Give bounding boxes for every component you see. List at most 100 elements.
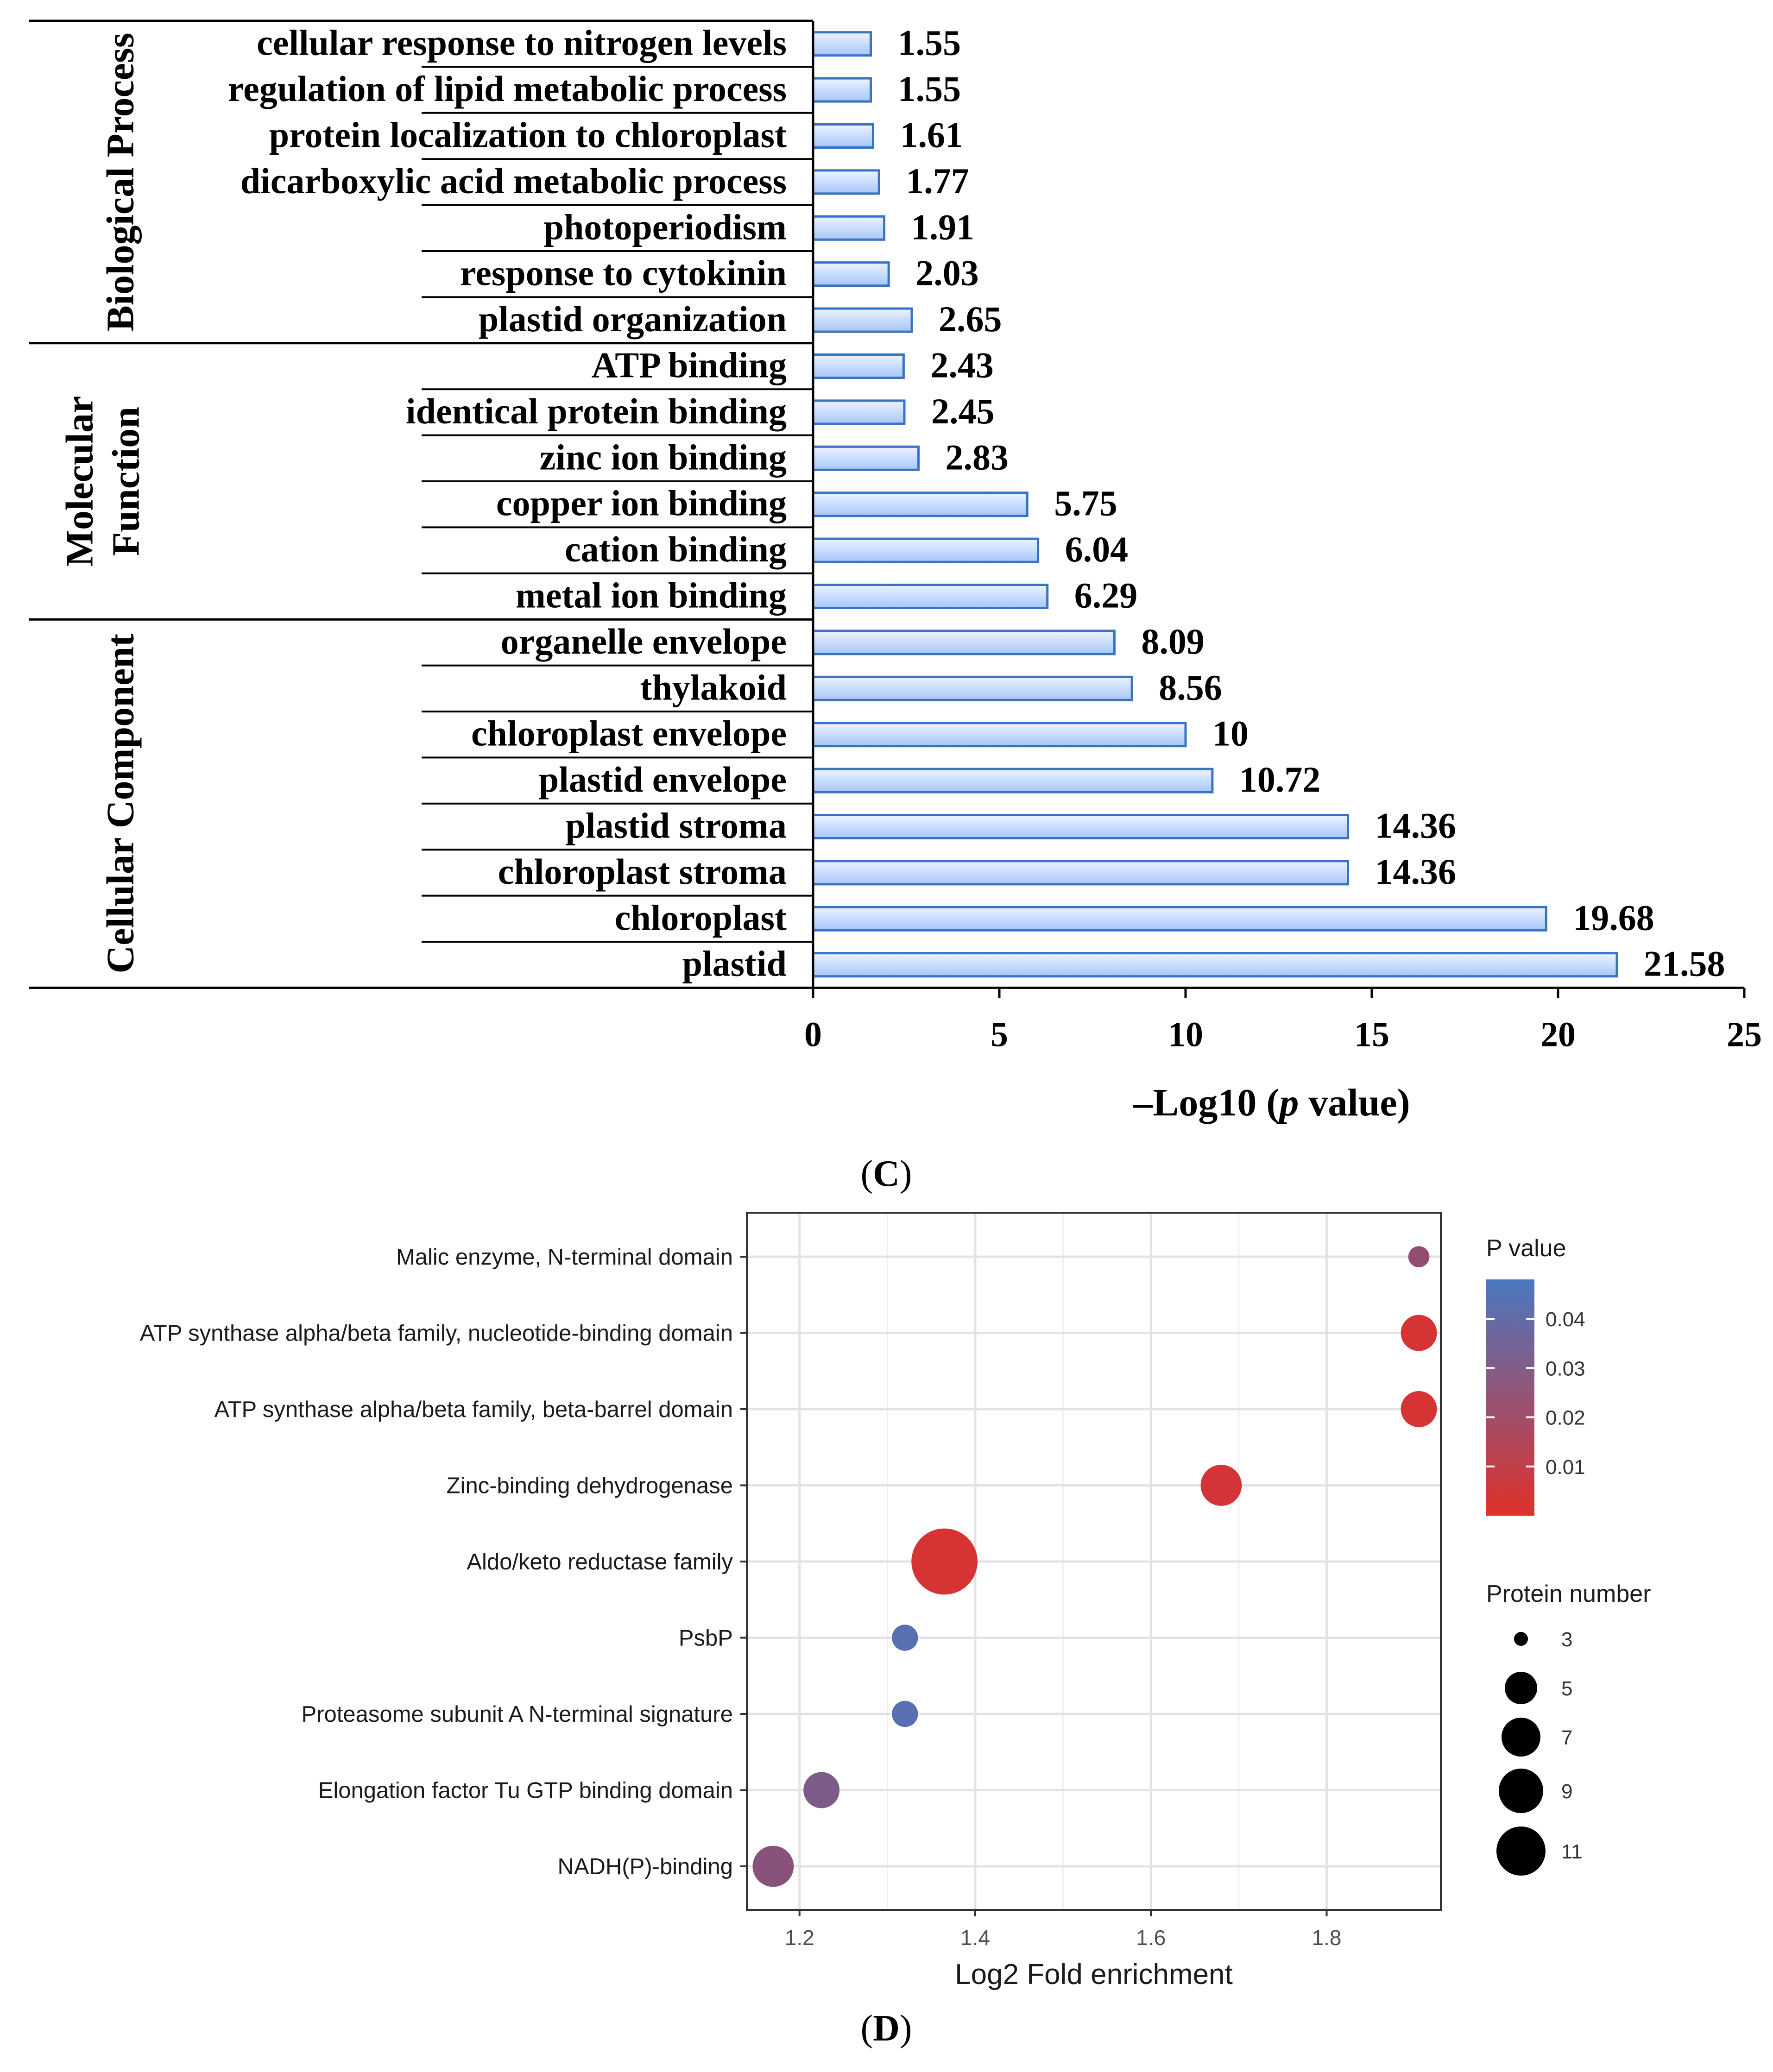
category-label: ATP synthase alpha/beta family, nucleoti…	[140, 1321, 733, 1346]
group-label: Cellular Component	[99, 634, 142, 974]
bar	[812, 491, 1028, 517]
bar	[812, 307, 913, 333]
value-label: 2.45	[931, 391, 995, 431]
panel-label: (D)	[860, 2008, 912, 2049]
bar	[812, 445, 920, 471]
x-tick-label: 10	[1168, 1015, 1203, 1054]
x-axis-title: –Log10 (p value)	[1133, 1081, 1410, 1124]
category-label: zinc ion binding	[540, 437, 787, 477]
bar	[812, 77, 872, 103]
value-label: 14.36	[1375, 851, 1457, 892]
size-legend-dot	[1496, 1826, 1546, 1876]
group-label: Biological Process	[99, 33, 142, 332]
value-label: 2.43	[930, 345, 994, 385]
category-label: regulation of lipid metabolic process	[228, 69, 787, 109]
value-label: 2.03	[915, 253, 978, 293]
bubble	[752, 1845, 794, 1887]
panel-label-letter: D	[873, 2008, 900, 2049]
category-label: PsbP	[679, 1626, 733, 1651]
bar	[812, 722, 1187, 748]
category-label: identical protein binding	[406, 391, 787, 431]
value-label: 1.91	[911, 207, 975, 247]
size-legend-label: 11	[1561, 1840, 1583, 1863]
panel-label-part: (	[860, 1153, 873, 1194]
value-label: 8.56	[1159, 667, 1222, 707]
category-label: Malic enzyme, N-terminal domain	[396, 1245, 733, 1270]
category-label: protein localization to chloroplast	[269, 115, 787, 155]
category-label: plastid envelope	[539, 759, 787, 800]
category-label: plastid stroma	[566, 806, 787, 846]
panel-label-letter: C	[873, 1153, 900, 1194]
category-label: dicarboxylic acid metabolic process	[240, 161, 787, 201]
x-tick-label: 20	[1540, 1015, 1576, 1054]
category-label: chloroplast stroma	[498, 851, 787, 892]
category-label: Aldo/keto reductase family	[467, 1549, 733, 1574]
category-label: thylakoid	[640, 667, 787, 707]
group-label: Function	[104, 407, 147, 556]
panel-label-part: (	[860, 2008, 873, 2049]
x-tick-label: 5	[991, 1015, 1008, 1054]
x-tick-label: 1.8	[1312, 1926, 1342, 1950]
category-label: response to cytokinin	[460, 253, 787, 293]
bubble	[1401, 1315, 1437, 1351]
value-label: 2.83	[946, 437, 1009, 477]
size-legend-title: Protein number	[1486, 1581, 1651, 1607]
x-axis-title: Log2 Fold enrichment	[955, 1959, 1233, 1990]
bubble	[911, 1528, 978, 1595]
x-tick-label: 0	[804, 1015, 822, 1054]
bubble	[892, 1700, 918, 1727]
group-label: Molecular	[58, 396, 101, 567]
value-label: 8.09	[1141, 621, 1205, 661]
size-legend-dot	[1499, 1769, 1543, 1813]
x-tick-label: 1.2	[785, 1926, 814, 1950]
value-label: 5.75	[1054, 483, 1117, 523]
size-legend-label: 9	[1561, 1780, 1572, 1803]
x-tick-label: 25	[1727, 1015, 1762, 1054]
panel-label-part: )	[900, 1153, 912, 1194]
category-label: plastid	[682, 944, 787, 984]
category-label: photoperiodism	[544, 207, 787, 247]
bar	[812, 399, 906, 425]
bar	[812, 814, 1350, 839]
panel-label: (C)	[860, 1153, 912, 1194]
value-label: 10.72	[1239, 759, 1321, 800]
bar	[812, 768, 1214, 794]
bar	[812, 630, 1116, 655]
x-axis-title-part: –Log10 (	[1133, 1081, 1279, 1124]
x-tick-label: 15	[1354, 1015, 1389, 1054]
bubble	[1200, 1465, 1242, 1506]
bar	[812, 169, 880, 195]
bar	[812, 860, 1350, 886]
bar	[812, 215, 886, 241]
x-tick-label: 1.4	[960, 1926, 990, 1950]
category-label: chloroplast	[615, 897, 787, 938]
bar	[812, 537, 1040, 563]
value-label: 10	[1212, 713, 1249, 754]
size-legend-dot	[1514, 1632, 1528, 1646]
category-label: copper ion binding	[496, 483, 787, 523]
bar	[812, 353, 905, 379]
size-legend-label: 3	[1561, 1628, 1572, 1651]
category-label: chloroplast envelope	[471, 713, 787, 754]
category-label: ATP binding	[592, 345, 787, 385]
bubble	[1408, 1246, 1430, 1267]
category-label: cation binding	[565, 529, 787, 569]
size-legend-label: 5	[1561, 1677, 1572, 1700]
x-axis-title-part: value)	[1299, 1081, 1410, 1124]
value-label: 21.58	[1644, 944, 1725, 984]
color-legend-title: P value	[1486, 1235, 1566, 1262]
bar	[812, 675, 1133, 701]
x-tick-label: 1.6	[1136, 1926, 1166, 1950]
panel-d-domain-bubble-chart: Malic enzyme, N-terminal domain ATP synth…	[140, 1212, 1651, 2049]
size-legend-dot	[1502, 1718, 1540, 1757]
category-label: Elongation factor Tu GTP binding domain	[318, 1778, 733, 1803]
value-label: 2.65	[939, 299, 1002, 339]
bubble	[892, 1625, 918, 1651]
category-label: NADH(P)-binding	[557, 1854, 733, 1879]
value-label: 14.36	[1375, 806, 1457, 846]
category-label: Zinc-binding dehydrogenase	[447, 1474, 733, 1499]
value-label: 1.61	[900, 115, 963, 155]
color-scale-label: 0.04	[1546, 1308, 1585, 1331]
bubble	[803, 1772, 840, 1808]
bar	[812, 584, 1049, 609]
